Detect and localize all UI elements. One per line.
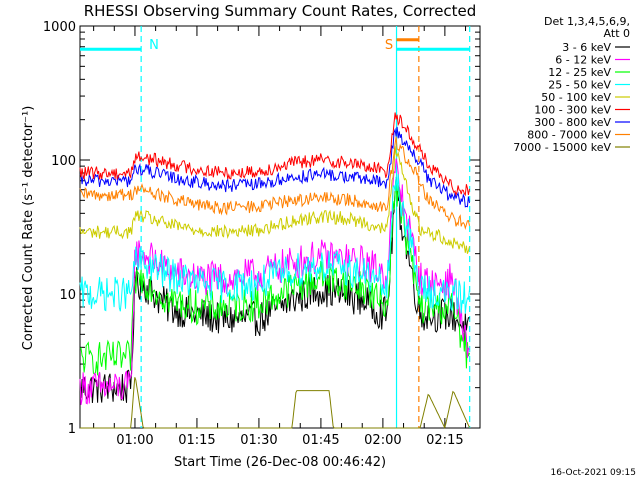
x-tick-label: 01:15 (178, 433, 215, 448)
series-line (79, 112, 470, 197)
annotation-label: S (385, 38, 393, 53)
chart-title: RHESSI Observing Summary Count Rates, Co… (84, 2, 477, 20)
legend-label: 100 - 300 keV (534, 104, 611, 117)
series-line (79, 146, 470, 254)
x-tick-label: 01:45 (302, 433, 339, 448)
x-tick-label: 02:15 (426, 433, 463, 448)
legend-label: 7000 - 15000 keV (513, 141, 611, 154)
y-tick-label: 1 (68, 422, 76, 437)
series-layer (79, 112, 470, 429)
annotation-label: N (149, 38, 159, 53)
legend-label: 3 - 6 keV (562, 41, 611, 54)
legend-header-line-2: Att 0 (604, 27, 630, 40)
series-line (80, 377, 470, 429)
y-tick-label: 1000 (43, 20, 76, 35)
x-tick-label: 02:00 (364, 433, 401, 448)
x-axis-label: Start Time (26-Dec-08 00:46:42) (174, 455, 386, 470)
series-line (79, 158, 470, 405)
legend-label: 300 - 800 keV (534, 116, 611, 129)
legend-label: 6 - 12 keV (555, 54, 611, 67)
x-axis-ticks: 01:00 01:15 01:30 01:45 02:00 02:15 (93, 26, 467, 448)
plot-border (79, 25, 481, 429)
legend-label: 25 - 50 keV (548, 79, 611, 92)
x-tick-label: 01:00 (116, 433, 153, 448)
series-line (79, 136, 470, 230)
footer-timestamp: 16-Oct-2021 09:15 (551, 468, 636, 478)
series-line (79, 179, 470, 376)
legend-label: 50 - 100 keV (541, 91, 611, 104)
series-line (79, 174, 470, 314)
y-axis-label: Corrected Count Rate (s⁻¹ detector⁻¹) (21, 106, 36, 351)
y-tick-label: 100 (51, 154, 76, 169)
series-line (79, 126, 470, 208)
x-tick-label: 01:30 (240, 433, 277, 448)
vertical-markers (140, 26, 471, 428)
legend-label: 12 - 25 keV (548, 66, 611, 79)
plot-frame (79, 25, 481, 429)
legend-label: 800 - 7000 keV (527, 129, 611, 142)
y-axis-ticks: 1 10 100 1000 (43, 20, 480, 437)
legend-header-line-1: Det 1,3,4,5,6,9, (544, 15, 630, 28)
y-tick-label: 10 (59, 288, 76, 303)
